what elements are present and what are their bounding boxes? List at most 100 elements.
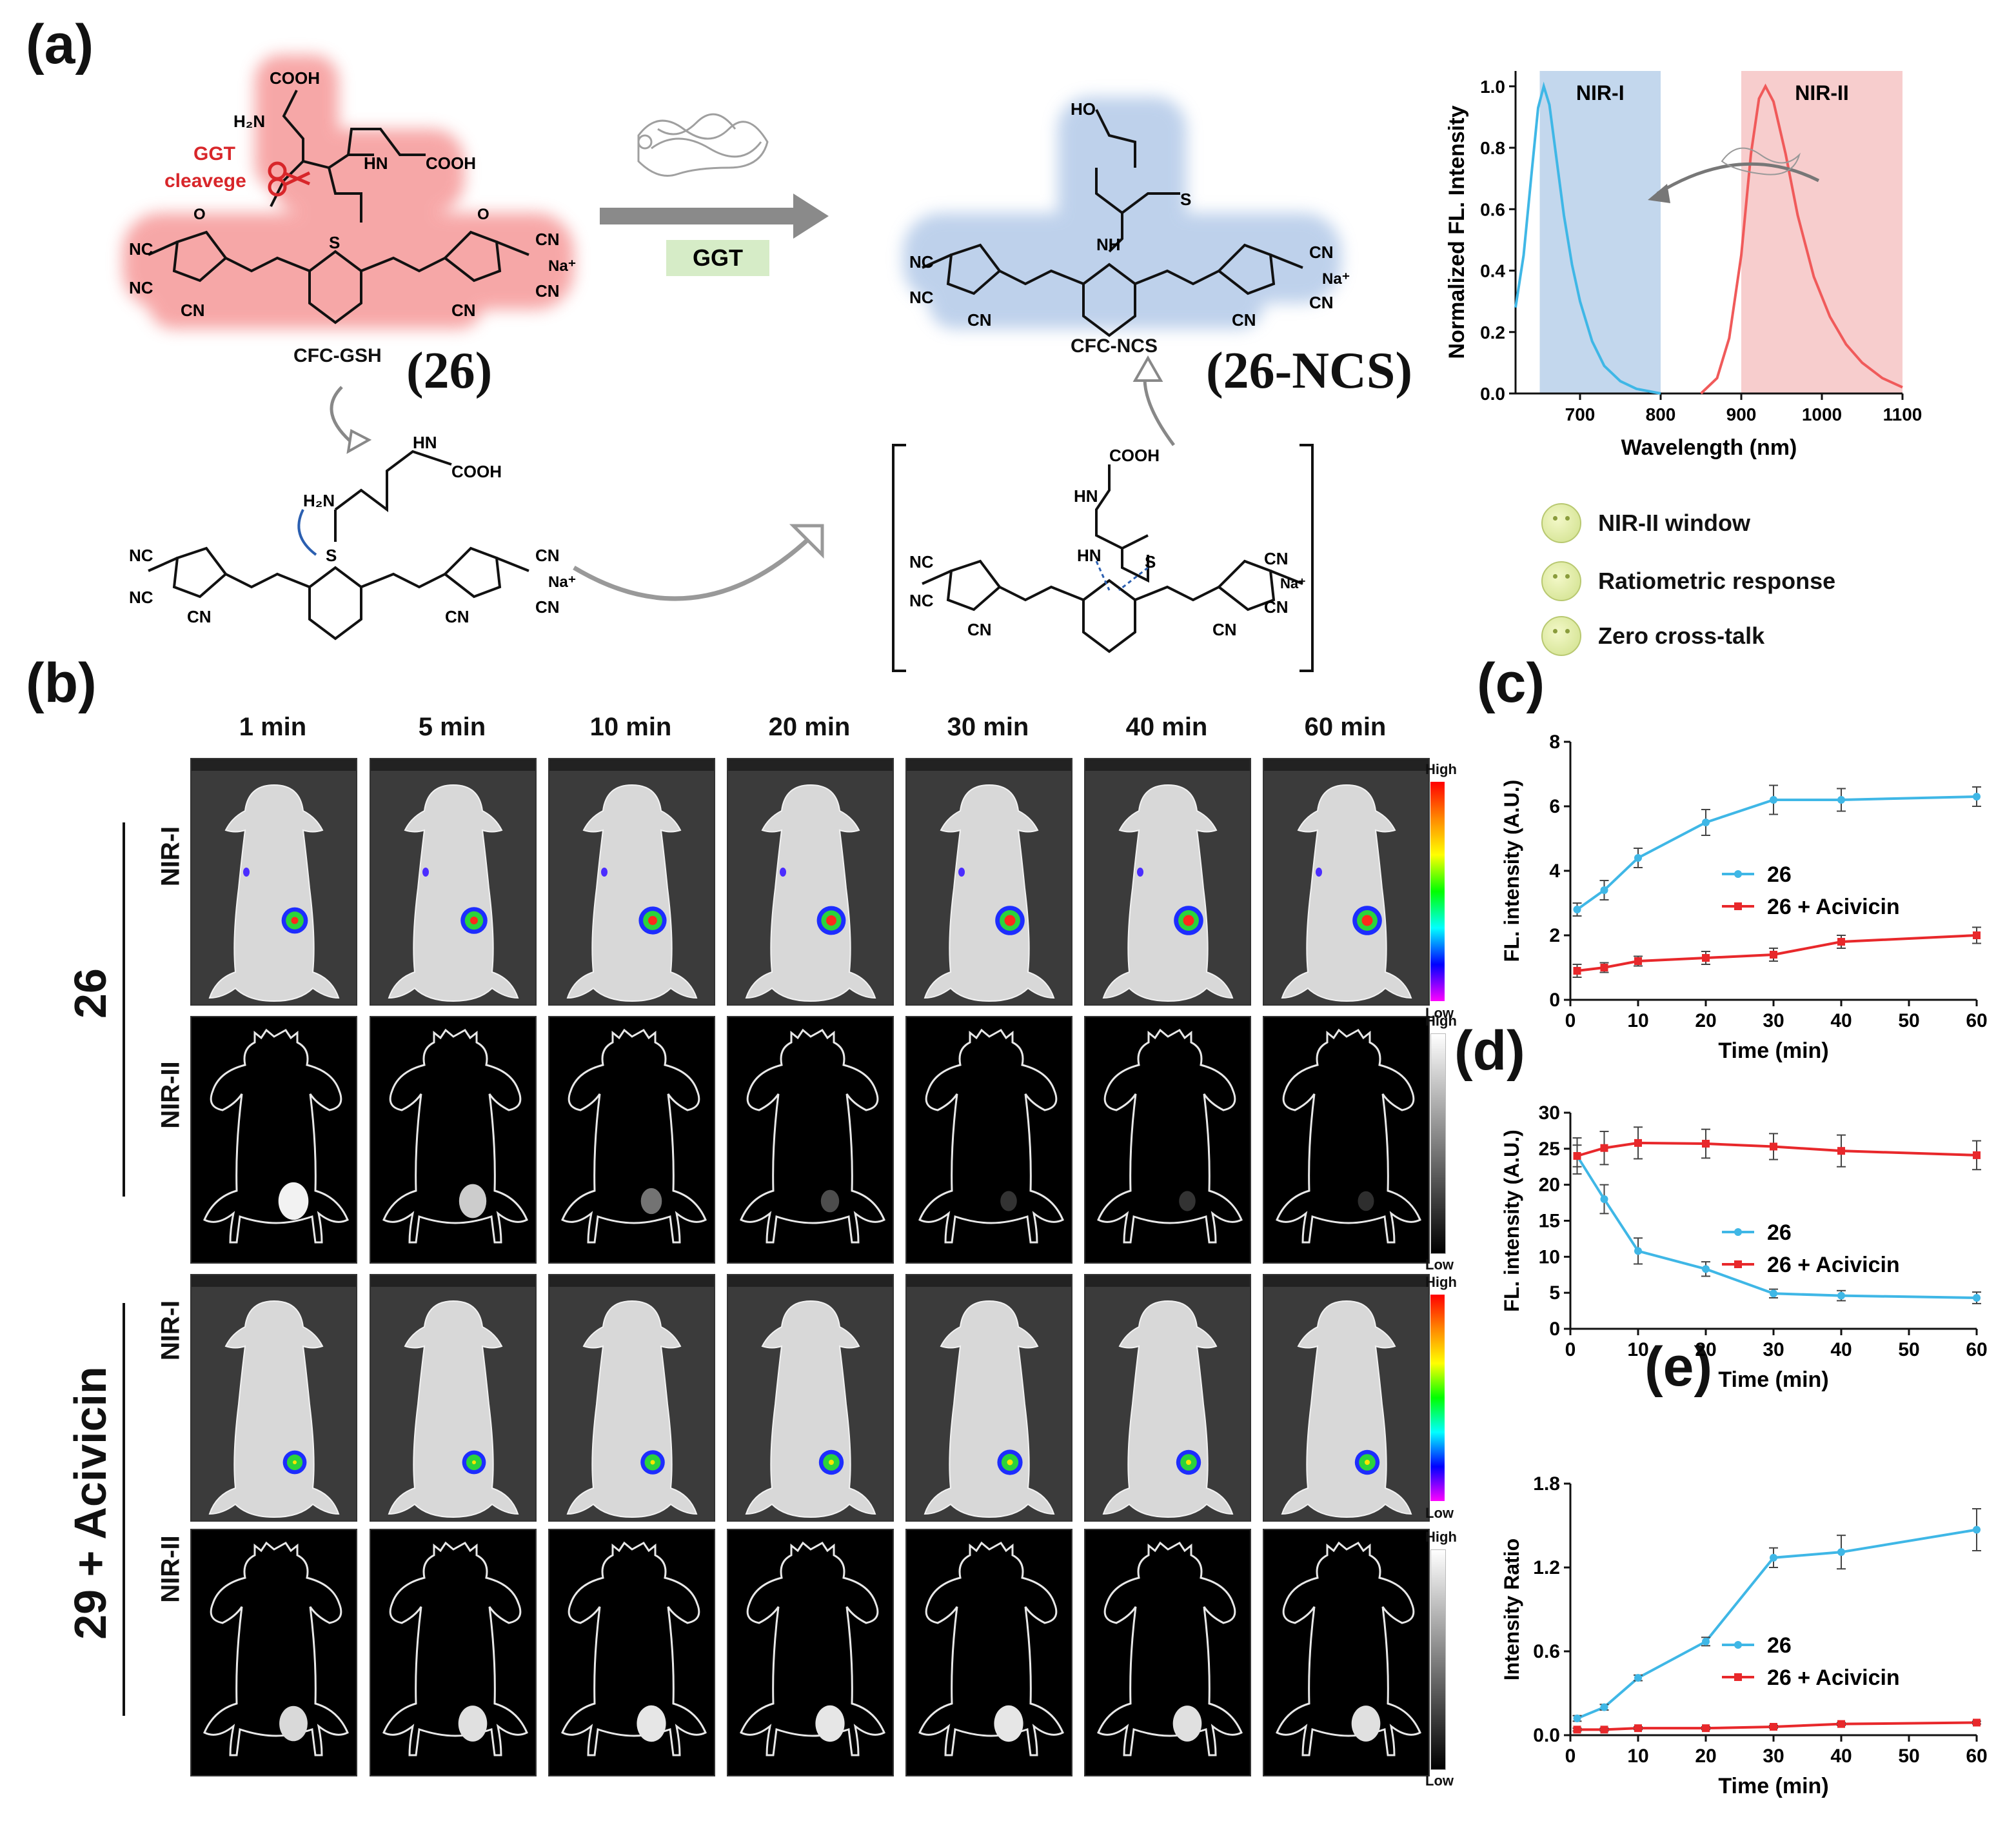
mouse-image xyxy=(918,1028,1064,1244)
conversion-arrow-head xyxy=(1648,184,1670,203)
y-axis-label: FL. intensity (A.U.) xyxy=(1500,780,1523,962)
curved-arrow-up-head xyxy=(1132,355,1163,382)
x-tick-label: 30 xyxy=(1763,1010,1784,1031)
nir2-image-panel xyxy=(370,1016,537,1264)
atom-nh: HN xyxy=(364,154,388,173)
colorbar-low: Low xyxy=(1425,1257,1454,1273)
data-point xyxy=(1973,1151,1981,1159)
y-tick-label: 0.6 xyxy=(1480,199,1505,219)
atom-cooh-c: COOH xyxy=(451,462,502,481)
signal-spot-small xyxy=(243,868,250,877)
legend-marker xyxy=(1734,1673,1742,1681)
nir1-image-panel xyxy=(548,758,715,1006)
nir1-image-panel xyxy=(905,758,1072,1006)
x-tick-label: 10 xyxy=(1627,1339,1648,1360)
atom-cn-m: CN xyxy=(967,620,992,639)
nir2-image-panel xyxy=(190,1016,357,1264)
y-tick-label: 1.8 xyxy=(1533,1473,1560,1495)
mouse-outline xyxy=(203,1028,349,1244)
x-tick-label: 0 xyxy=(1565,1745,1576,1767)
mouse-outline xyxy=(561,1028,707,1244)
signal-spot xyxy=(1000,1191,1017,1211)
atom-nc-h: NC xyxy=(909,591,934,610)
legend-marker xyxy=(1734,870,1742,878)
mouse-outline xyxy=(1276,1028,1421,1244)
mouse-image xyxy=(1097,1028,1243,1244)
signal-spot xyxy=(1179,1191,1196,1211)
atom-sh-s: S xyxy=(1180,190,1191,209)
mouse-outline xyxy=(1097,1028,1243,1244)
legend-label: 26 xyxy=(1767,1633,1792,1658)
group-line-acivicin xyxy=(123,1303,125,1716)
signal-core xyxy=(650,1460,655,1465)
signal-spot xyxy=(278,1182,309,1220)
signal-core xyxy=(472,1460,476,1464)
signal-core xyxy=(1183,915,1194,926)
signal-spot-small xyxy=(780,868,786,877)
mouse-image xyxy=(192,759,356,1002)
nir2-image-panel xyxy=(548,1016,715,1264)
signal-core xyxy=(1361,915,1373,926)
x-tick-label: 10 xyxy=(1627,1745,1648,1767)
y-tick-label: 0 xyxy=(1549,990,1560,1011)
atom-cooh-d: COOH xyxy=(1109,446,1160,465)
mouse-body xyxy=(388,1300,519,1518)
mouse-image xyxy=(740,1541,885,1756)
signal-spot-small xyxy=(422,868,429,877)
data-point xyxy=(1634,957,1642,965)
atom-nc-d: NC xyxy=(909,288,934,307)
data-point xyxy=(1600,1195,1608,1203)
signal-spot xyxy=(1172,1706,1202,1742)
chart-e: 0 10 20 30 40 50 60 0.0 0.6 1.2 1.8 26 26 + Acivicin… xyxy=(1500,1473,1988,1798)
group-line-26 xyxy=(123,822,125,1197)
nir1-image-panel xyxy=(905,1274,1072,1522)
conversion-arrow xyxy=(1656,162,1820,195)
colorbar-low: Low xyxy=(1425,1773,1454,1789)
feature-item: NIR-II window xyxy=(1541,503,1750,543)
data-point xyxy=(1770,1289,1777,1298)
data-point xyxy=(1973,793,1981,801)
holder-bar xyxy=(1264,759,1428,771)
atom-ho: HO xyxy=(1071,99,1096,119)
x-tick-label: 50 xyxy=(1898,1339,1919,1360)
atom-cn-e: CN xyxy=(967,310,992,330)
mouse-image xyxy=(382,1541,528,1756)
time-header: 40 min xyxy=(1125,713,1208,741)
y-tick-label: 0.2 xyxy=(1480,323,1505,343)
mouse-outline xyxy=(382,1541,528,1756)
data-point xyxy=(1573,906,1581,913)
data-point xyxy=(1702,819,1710,826)
atom-cn-k: CN xyxy=(535,546,560,565)
ggt-arrow xyxy=(600,194,829,239)
mouse-image xyxy=(561,1028,707,1244)
compound-26-label: (26) xyxy=(406,343,493,399)
mouse-image xyxy=(203,1028,349,1244)
group-label-acivicin: 29 + Acivicin xyxy=(65,1366,115,1640)
nir1-image-panel xyxy=(1084,1274,1251,1522)
x-tick-label: 1100 xyxy=(1883,404,1922,424)
colorbar-high: High xyxy=(1425,1013,1457,1029)
curved-arrow-right-head xyxy=(789,524,824,559)
compound-26ncs-structure xyxy=(922,109,1303,337)
mouse-body xyxy=(924,1300,1055,1518)
signal-core xyxy=(470,917,478,924)
data-point xyxy=(1837,1291,1845,1300)
cfc-ncs-label: CFC-NCS xyxy=(1071,335,1158,357)
series-line-0 xyxy=(1576,795,1977,911)
legend-marker xyxy=(1734,1228,1742,1236)
mouse-image xyxy=(907,759,1071,1002)
data-point xyxy=(1600,1703,1608,1711)
nir1-image-panel xyxy=(190,758,357,1006)
signal-core xyxy=(1365,1460,1370,1465)
holder-bar xyxy=(371,759,535,771)
atom-cn-c: CN xyxy=(535,230,560,249)
intermediate-structure-2 xyxy=(922,464,1303,653)
atom-h2n-b: H₂N xyxy=(303,491,335,510)
x-tick-label: 60 xyxy=(1966,1339,1987,1360)
x-tick-label: 10 xyxy=(1627,1010,1648,1031)
atom-o: O xyxy=(193,206,206,223)
x-tick-label: 60 xyxy=(1966,1745,1987,1767)
x-tick-label: 0 xyxy=(1565,1339,1576,1360)
legend-marker xyxy=(1734,1260,1742,1268)
signal-spot-small xyxy=(1137,868,1143,877)
